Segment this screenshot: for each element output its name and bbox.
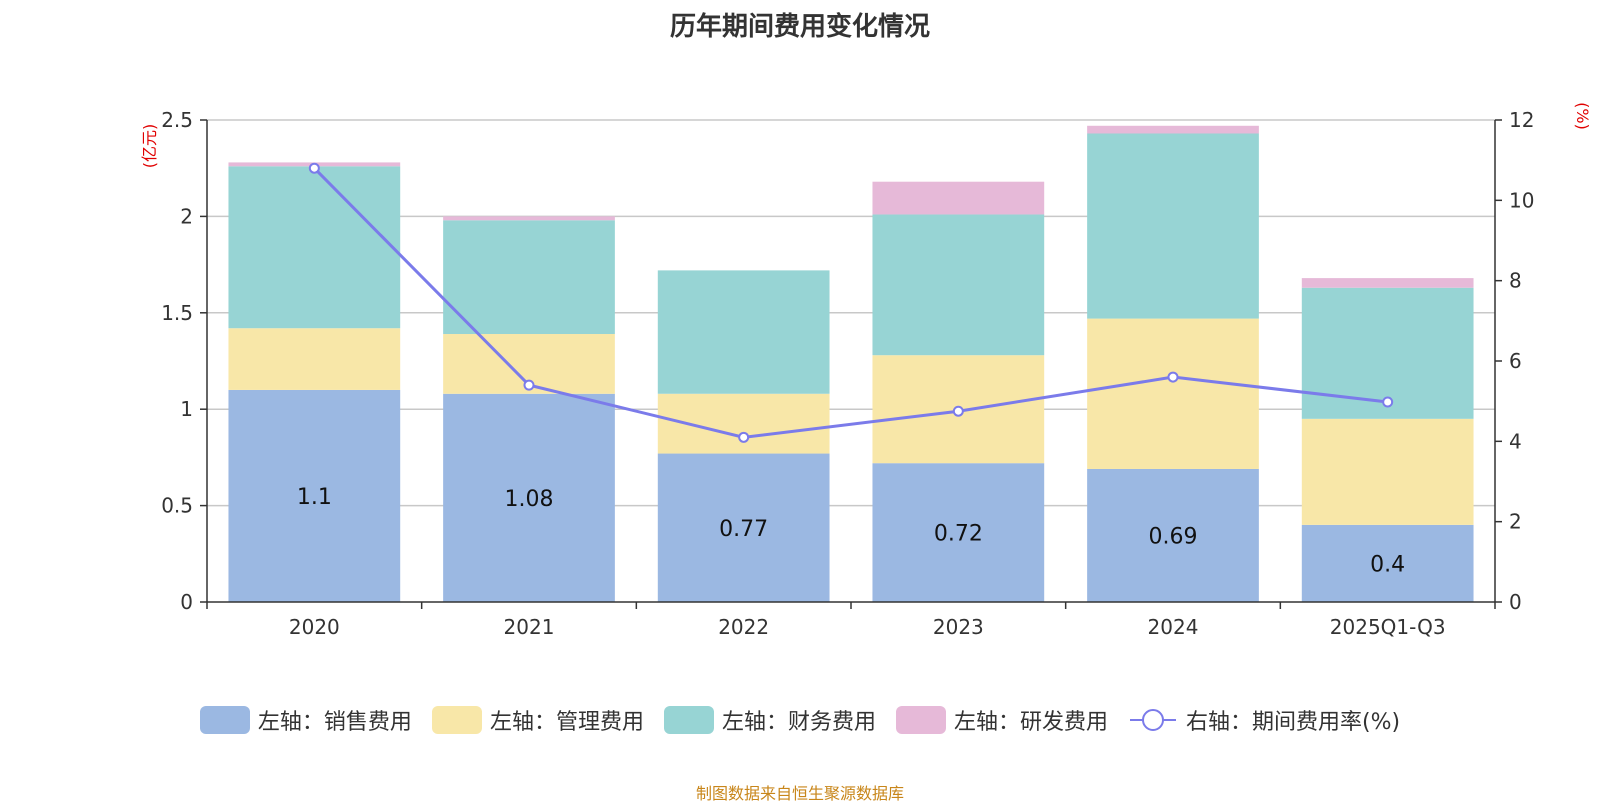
data-labels: 1.1 1.08 0.77 0.72 0.69 0.4 xyxy=(297,485,1405,577)
legend-item-3[interactable]: 左轴：研发费用 xyxy=(895,704,1108,736)
legend-item-1[interactable]: 左轴：管理费用 xyxy=(431,704,644,736)
y-right-tick-label: 12 xyxy=(1509,108,1534,132)
x-tick-label: 2023 xyxy=(933,615,984,639)
bar-segment-s2-c4[interactable] xyxy=(1087,133,1259,319)
y-right-tick-label: 6 xyxy=(1509,349,1522,373)
y-left-tick-label: 1 xyxy=(180,397,193,421)
bars xyxy=(228,125,1474,602)
legend-line-circle-icon xyxy=(1129,709,1176,731)
bar-segment-s0-c0[interactable] xyxy=(228,389,401,602)
y-right-tick-label: 0 xyxy=(1509,590,1522,614)
bar-segment-s3-c3[interactable] xyxy=(872,181,1045,215)
legend-swatch xyxy=(663,706,714,734)
y-left-tick-label: 1.5 xyxy=(161,301,193,325)
grid-lines xyxy=(207,119,1495,507)
rate-point-2[interactable] xyxy=(738,431,750,443)
legend-item-2[interactable]: 左轴：财务费用 xyxy=(663,704,876,736)
bar-value-label-c1: 1.08 xyxy=(505,487,554,512)
legend-swatch xyxy=(895,706,946,734)
y-right-tick-label: 2 xyxy=(1509,510,1522,534)
bar-segment-s3-c1[interactable] xyxy=(443,216,615,221)
chart-title: 历年期间费用变化情况 xyxy=(669,12,930,42)
bar-segment-s0-c1[interactable] xyxy=(443,393,615,602)
rate-point-5[interactable] xyxy=(1382,396,1394,408)
bar-value-label-c0: 1.1 xyxy=(297,485,332,510)
legend-item-0[interactable]: 左轴：销售费用 xyxy=(199,704,412,736)
legend-swatch xyxy=(199,706,250,734)
bar-segment-s0-c5[interactable] xyxy=(1301,524,1474,602)
y-right-tick-label: 8 xyxy=(1509,269,1522,293)
x-tick-label: 2021 xyxy=(504,615,555,639)
rate-point-1[interactable] xyxy=(523,379,535,391)
bar-segment-s1-c5[interactable] xyxy=(1301,418,1474,525)
bar-segment-s3-c4[interactable] xyxy=(1087,125,1259,134)
legend-item-line[interactable]: 右轴：期间费用率(%) xyxy=(1128,704,1400,736)
legend-label: 左轴：销售费用 xyxy=(257,710,412,735)
bar-segment-s2-c2[interactable] xyxy=(657,270,830,394)
x-tick-label: 2025Q1-Q3 xyxy=(1330,615,1446,639)
legend-label: 左轴：管理费用 xyxy=(489,710,644,735)
bar-segment-s0-c3[interactable] xyxy=(872,463,1045,602)
x-tick-label: 2024 xyxy=(1148,615,1199,639)
axes: 0 0.5 1 1.5 2 2.5 0 2 4 6 8 10 12 (亿元) (%) 2020 2021 2022… xyxy=(140,102,1592,639)
rate-line xyxy=(308,162,1394,443)
bar-segment-s0-c4[interactable] xyxy=(1087,468,1259,602)
bar-segment-s2-c1[interactable] xyxy=(443,220,615,335)
bar-value-label-c2: 0.77 xyxy=(719,517,768,542)
legend-label: 左轴：研发费用 xyxy=(953,710,1108,735)
y-left-unit-label: (亿元) xyxy=(140,124,159,169)
x-tick-label: 2020 xyxy=(289,615,340,639)
rate-point-0[interactable] xyxy=(308,162,320,174)
y-right-unit-label: (%) xyxy=(1573,102,1592,130)
bar-value-label-c4: 0.69 xyxy=(1149,524,1198,549)
chart-plot: 0 0.5 1 1.5 2 2.5 0 2 4 6 8 10 12 (亿元) (%) 2020 2021 2022… xyxy=(140,102,1592,639)
y-left-tick-label: 2 xyxy=(180,204,193,228)
bar-segment-s3-c5[interactable] xyxy=(1301,278,1474,288)
legend-label: 右轴：期间费用率(%) xyxy=(1185,710,1401,735)
legend: 左轴：销售费用 左轴：管理费用 左轴：财务费用 左轴：研发费用 右轴：期间费用率(%) xyxy=(0,704,1600,736)
bar-segment-s2-c0[interactable] xyxy=(228,166,401,329)
rate-point-3[interactable] xyxy=(952,405,964,417)
y-right-tick-label: 4 xyxy=(1509,429,1522,453)
bar-segment-s0-c2[interactable] xyxy=(657,453,830,602)
legend-swatch xyxy=(431,706,482,734)
y-left-tick-label: 2.5 xyxy=(161,108,193,132)
y-left-tick-label: 0 xyxy=(180,590,193,614)
bar-value-label-c5: 0.4 xyxy=(1370,552,1405,577)
y-left-tick-label: 0.5 xyxy=(161,494,193,518)
bar-value-label-c3: 0.72 xyxy=(934,522,983,547)
source-note: 制图数据来自恒生聚源数据库 xyxy=(695,784,904,803)
legend-label: 左轴：财务费用 xyxy=(721,710,876,735)
bar-segment-s2-c3[interactable] xyxy=(872,214,1045,356)
bar-segment-s1-c0[interactable] xyxy=(228,328,401,390)
x-tick-label: 2022 xyxy=(718,615,769,639)
bar-segment-s1-c4[interactable] xyxy=(1087,318,1259,469)
rate-point-4[interactable] xyxy=(1167,371,1179,383)
y-right-tick-label: 10 xyxy=(1509,188,1534,212)
rate-line-path xyxy=(313,167,1388,439)
